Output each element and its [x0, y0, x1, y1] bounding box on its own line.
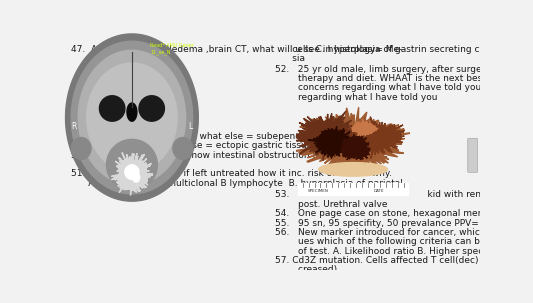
Text: Read* AMU Gener
11_se_N: Read* AMU Gener 11_se_N	[150, 43, 194, 55]
Text: regarding what I have told you: regarding what I have told you	[275, 93, 438, 102]
Polygon shape	[319, 163, 387, 176]
Polygon shape	[139, 96, 164, 121]
Text: 51. H. pylori gram stain, if left untreated how it inc. risk of cancer why.: 51. H. pylori gram stain, if left untrea…	[71, 169, 392, 178]
Polygon shape	[71, 138, 91, 159]
Polygon shape	[352, 119, 378, 136]
Text: L: L	[189, 122, 192, 131]
Text: 57. Cd3Z mutation. Cells affected T cell(dec) B cell(normal NK cells(de-: 57. Cd3Z mutation. Cells affected T cell…	[275, 256, 533, 265]
Polygon shape	[111, 153, 153, 195]
Text: ues which of the following criteria can be used to determine validity: ues which of the following criteria can …	[275, 238, 533, 246]
Polygon shape	[87, 63, 177, 172]
Text: adhesion: adhesion	[71, 160, 129, 169]
Polygon shape	[133, 173, 140, 182]
Text: R: R	[71, 122, 77, 131]
Polygon shape	[107, 139, 157, 190]
Text: dulloblastoma: dulloblastoma	[71, 122, 135, 131]
Text: DATE: DATE	[374, 189, 384, 193]
Text: 56.   New marker introduced for cancer, which overlap with normal val-: 56. New marker introduced for cancer, wh…	[275, 228, 533, 237]
Text: 47.  A child with papilledema ,brain CT, what will u see in histology= Me-: 47. A child with papilledema ,brain CT, …	[71, 45, 402, 54]
Text: therapy and diet. WHAAT is the next best response. A. Do u have any: therapy and diet. WHAAT is the next best…	[275, 74, 533, 83]
Polygon shape	[71, 41, 192, 194]
Text: sia: sia	[275, 54, 305, 63]
Polygon shape	[350, 117, 405, 159]
Polygon shape	[173, 138, 192, 159]
Polygon shape	[66, 34, 198, 201]
Polygon shape	[125, 165, 139, 179]
Text: concerns regarding what I have told you. B. what questions do u have: concerns regarding what I have told you.…	[275, 84, 533, 92]
Text: A.proliferation of multiclonal B lymphocyte  B. hyperplasia of parietal: A.proliferation of multiclonal B lymphoc…	[71, 179, 402, 188]
Polygon shape	[127, 103, 137, 121]
Text: 55.   95 sn, 95 specifity, 50 prevalance PPV= 95: 55. 95 sn, 95 specifity, 50 prevalance P…	[275, 219, 494, 228]
Polygon shape	[308, 126, 356, 158]
Text: 53.                                                kid with renal failure=: 53. kid with renal failure=	[275, 190, 529, 199]
Polygon shape	[78, 50, 185, 185]
Polygon shape	[293, 111, 362, 161]
Text: 52.   25 yr old male, limb surgery, after surgery pt is educated on physical: 52. 25 yr old male, limb surgery, after …	[275, 65, 533, 74]
Polygon shape	[100, 96, 125, 121]
Polygon shape	[285, 107, 419, 174]
Text: 54.   One page case on stone, hexagonal mentioned in last line= Cystine: 54. One page case on stone, hexagonal me…	[275, 209, 533, 218]
Text: 49. Merkle diverticulum case = ectopic gastric tissue: 49. Merkle diverticulum case = ectopic g…	[71, 141, 312, 150]
Text: creased): creased)	[275, 265, 337, 275]
Text: 50. Hysterectomy history, now intestinal obstruction feature, cause =: 50. Hysterectomy history, now intestinal…	[71, 151, 387, 160]
Text: 48. Tuberous sclerosis case, what else = subependymal nodule: 48. Tuberous sclerosis case, what else =…	[71, 132, 357, 141]
Text: post. Urethral valve: post. Urethral valve	[275, 200, 387, 209]
Text: cells C. hyperplasia of gastrin secreting cells D. Squamous metapla-: cells C. hyperplasia of gastrin secretin…	[275, 45, 533, 54]
Bar	[298, 183, 408, 195]
Text: of test. A. Likelihood ratio B. Higher specificity C. Higher sensitivty: of test. A. Likelihood ratio B. Higher s…	[275, 247, 533, 256]
Polygon shape	[341, 135, 370, 160]
FancyBboxPatch shape	[468, 138, 478, 172]
Text: SPECIMEN: SPECIMEN	[307, 189, 328, 193]
